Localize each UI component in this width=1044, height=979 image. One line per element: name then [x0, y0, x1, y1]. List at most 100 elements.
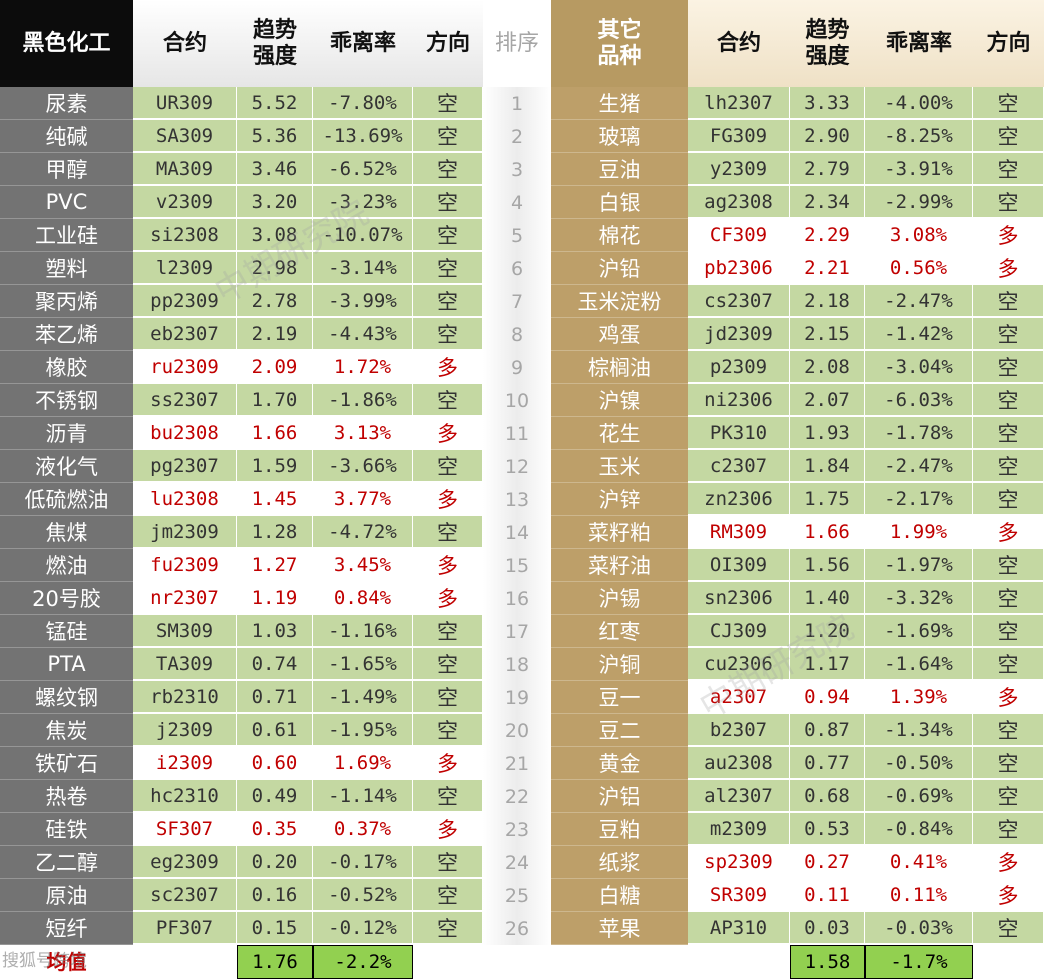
- left-contract: SF307: [133, 813, 237, 846]
- logo-watermark: 搜狐号跨境: [2, 951, 87, 971]
- right-strength: 3.33: [790, 87, 865, 120]
- left-commodity-name: 20号胶: [0, 582, 133, 615]
- right-contract: CF309: [688, 219, 790, 252]
- left-strength: 2.78: [237, 285, 313, 318]
- right-contract: c2307: [688, 450, 790, 483]
- left-direction: 空: [413, 615, 483, 648]
- right-contract: zn2306: [688, 483, 790, 516]
- left-deviation: -13.69%: [313, 120, 413, 153]
- left-strength: 1.19: [237, 582, 313, 615]
- strength-header: 趋势 强度: [237, 0, 313, 87]
- right-contract: pb2306: [688, 252, 790, 285]
- right-strength: 1.40: [790, 582, 865, 615]
- right-strength: 0.94: [790, 681, 865, 714]
- left-strength: 3.20: [237, 186, 313, 219]
- right-commodity-name: 沪镍: [551, 384, 688, 417]
- right-commodity-name: 沪锡: [551, 582, 688, 615]
- left-deviation: -0.52%: [313, 879, 413, 912]
- left-deviation: -6.52%: [313, 153, 413, 186]
- right-strength: 1.20: [790, 615, 865, 648]
- right-strength: 2.79: [790, 153, 865, 186]
- left-deviation: 0.84%: [313, 582, 413, 615]
- left-commodity-name: 尿素: [0, 87, 133, 120]
- left-commodity-name: 聚丙烯: [0, 285, 133, 318]
- left-deviation: 1.69%: [313, 747, 413, 780]
- right-deviation: -1.69%: [865, 615, 973, 648]
- left-commodity-name: 苯乙烯: [0, 318, 133, 351]
- left-deviation: 0.37%: [313, 813, 413, 846]
- left-contract: sc2307: [133, 879, 237, 912]
- rank-number: 13: [504, 488, 530, 511]
- right-deviation: -1.97%: [865, 549, 973, 582]
- right-sector-header: 其它 品种: [551, 0, 688, 87]
- left-commodity-name: 塑料: [0, 252, 133, 285]
- right-contract: sp2309: [688, 846, 790, 879]
- direction-header: 方向: [413, 0, 483, 87]
- rank-number: 11: [504, 422, 530, 445]
- left-strength: 5.36: [237, 120, 313, 153]
- right-direction: 空: [973, 780, 1044, 813]
- right-strength: 2.08: [790, 351, 865, 384]
- left-commodity-name: 焦煤: [0, 516, 133, 549]
- left-strength: 0.16: [237, 879, 313, 912]
- left-commodity-name: PTA: [0, 648, 133, 681]
- left-direction: 空: [413, 912, 483, 945]
- rank-number: 5: [510, 224, 524, 247]
- right-strength: 1.84: [790, 450, 865, 483]
- rank-number: 23: [504, 818, 530, 841]
- rank-number: 17: [504, 620, 530, 643]
- left-direction: 空: [413, 846, 483, 879]
- right-deviation: -3.04%: [865, 351, 973, 384]
- header-line: 强度: [805, 43, 850, 69]
- right-deviation: -6.03%: [865, 384, 973, 417]
- right-direction: 空: [973, 351, 1044, 384]
- left-contract: fu2309: [133, 549, 237, 582]
- right-direction: 多: [973, 879, 1044, 912]
- left-strength: 0.49: [237, 780, 313, 813]
- right-commodity-name: 玉米淀粉: [551, 285, 688, 318]
- left-contract: bu2308: [133, 417, 237, 450]
- left-contract: eg2309: [133, 846, 237, 879]
- left-strength: 1.28: [237, 516, 313, 549]
- right-commodity-name: 豆粕: [551, 813, 688, 846]
- left-contract: lu2308: [133, 483, 237, 516]
- rank-number: 10: [504, 389, 530, 412]
- right-deviation: -2.47%: [865, 450, 973, 483]
- right-deviation: -2.47%: [865, 285, 973, 318]
- rank-number: 7: [510, 290, 524, 313]
- right-direction: 空: [973, 153, 1044, 186]
- right-deviation: -3.32%: [865, 582, 973, 615]
- right-strength: 1.75: [790, 483, 865, 516]
- right-contract: au2308: [688, 747, 790, 780]
- right-contract: cu2306: [688, 648, 790, 681]
- right-direction: 多: [973, 219, 1044, 252]
- rank-number: 15: [504, 554, 530, 577]
- left-contract: SA309: [133, 120, 237, 153]
- right-commodity-name: 沪锌: [551, 483, 688, 516]
- left-strength: 1.66: [237, 417, 313, 450]
- left-strength: 2.98: [237, 252, 313, 285]
- left-commodity-name: 纯碱: [0, 120, 133, 153]
- right-direction: 空: [973, 648, 1044, 681]
- left-commodity-name: 短纤: [0, 912, 133, 945]
- right-strength: 2.07: [790, 384, 865, 417]
- left-average-deviation: -2.2%: [313, 945, 413, 979]
- rank-number: 20: [504, 719, 530, 742]
- rank-number: 21: [504, 752, 530, 775]
- right-commodity-name: 苹果: [551, 912, 688, 945]
- left-direction: 空: [413, 516, 483, 549]
- right-strength: 2.21: [790, 252, 865, 285]
- right-contract: ag2308: [688, 186, 790, 219]
- left-direction: 空: [413, 648, 483, 681]
- right-deviation: -0.50%: [865, 747, 973, 780]
- left-commodity-name: 工业硅: [0, 219, 133, 252]
- right-direction: 空: [973, 615, 1044, 648]
- right-strength: 2.90: [790, 120, 865, 153]
- left-strength: 0.61: [237, 714, 313, 747]
- left-commodity-name: 燃油: [0, 549, 133, 582]
- left-direction: 多: [413, 483, 483, 516]
- left-direction: 多: [413, 351, 483, 384]
- right-deviation: -8.25%: [865, 120, 973, 153]
- left-contract: hc2310: [133, 780, 237, 813]
- right-deviation: -0.03%: [865, 912, 973, 945]
